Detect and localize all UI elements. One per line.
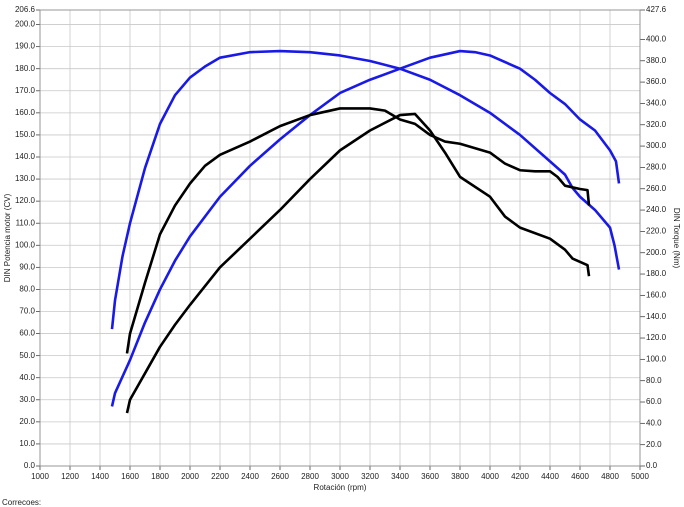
x-tick-label: 4200 [511, 472, 529, 481]
x-tick-label: 4600 [571, 472, 589, 481]
y-tick-label: 206.6 [15, 5, 36, 14]
y-tick-label: 120.0 [15, 196, 36, 205]
series-line [125, 107, 591, 354]
y2-tick-label: 100.0 [646, 354, 667, 363]
y-tick-label: 130.0 [15, 174, 36, 183]
y-tick-label: 10.0 [19, 439, 35, 448]
x-tick-label: 4400 [541, 472, 559, 481]
x-tick-label: 1200 [61, 472, 79, 481]
y2-tick-label: 260.0 [646, 184, 667, 193]
y2-tick-label: 240.0 [646, 205, 667, 214]
y2-tick-label: 60.0 [646, 397, 662, 406]
y2-tick-label: 80.0 [646, 376, 662, 385]
x-tick-label: 1000 [31, 472, 49, 481]
x-tick-label: 1800 [151, 472, 169, 481]
y2-tick-label: 360.0 [646, 77, 667, 86]
y-tick-label: 140.0 [15, 152, 36, 161]
series-line [125, 112, 591, 414]
y-tick-label: 160.0 [15, 108, 36, 117]
y-tick-label: 70.0 [19, 307, 35, 316]
y2-tick-label: 120.0 [646, 333, 667, 342]
series-line [110, 49, 621, 330]
y-tick-label: 190.0 [15, 42, 36, 51]
y2-tick-label: 20.0 [646, 440, 662, 449]
y-tick-label: 110.0 [16, 218, 36, 227]
x-tick-label: 4800 [601, 472, 619, 481]
y2-tick-label: 140.0 [646, 312, 667, 321]
series-line [110, 49, 621, 407]
x-tick-label: 1600 [121, 472, 139, 481]
y2-axis-label: DIN Torque (Nm) [672, 208, 681, 269]
x-tick-label: 3000 [331, 472, 349, 481]
x-tick-label: 3400 [391, 472, 409, 481]
y-tick-label: 80.0 [19, 285, 35, 294]
x-tick-label: 1400 [91, 472, 109, 481]
y2-tick-label: 300.0 [646, 141, 667, 150]
y-tick-label: 0.0 [24, 461, 36, 470]
y2-tick-label: 160.0 [646, 290, 667, 299]
y-tick-label: 200.0 [15, 20, 36, 29]
y-tick-label: 90.0 [19, 262, 35, 271]
y-axis-label: DIN Potencia motor (CV) [3, 193, 12, 282]
y-tick-label: 50.0 [19, 351, 35, 360]
x-tick-label: 2400 [241, 472, 259, 481]
x-tick-label: 3200 [361, 472, 379, 481]
y2-tick-label: 180.0 [646, 269, 667, 278]
y-tick-label: 100.0 [15, 240, 36, 249]
plot-frame [39, 9, 641, 467]
x-axis-label: Rotación (rpm) [314, 483, 367, 492]
x-tick-label: 4000 [481, 472, 499, 481]
y2-tick-label: 380.0 [646, 56, 667, 65]
y-tick-label: 30.0 [19, 395, 35, 404]
y2-tick-label: 200.0 [646, 248, 667, 257]
x-tick-label: 2800 [301, 472, 319, 481]
x-tick-label: 3600 [421, 472, 439, 481]
y-tick-label: 150.0 [15, 130, 36, 139]
y2-tick-label: 220.0 [646, 226, 667, 235]
x-tick-label: 5000 [631, 472, 649, 481]
x-tick-label: 2200 [211, 472, 229, 481]
x-tick-label: 2000 [181, 472, 199, 481]
y-tick-label: 60.0 [19, 329, 35, 338]
footnote: Correcoes: [2, 498, 41, 507]
y2-tick-label: 427.6 [646, 5, 667, 14]
y2-tick-label: 280.0 [646, 163, 667, 172]
y2-tick-label: 400.0 [646, 35, 667, 44]
y2-tick-label: 320.0 [646, 120, 667, 129]
x-tick-label: 2600 [271, 472, 289, 481]
x-tick-label: 3800 [451, 472, 469, 481]
y-tick-label: 170.0 [15, 86, 36, 95]
y2-tick-label: 40.0 [646, 418, 662, 427]
y-tick-label: 180.0 [15, 64, 36, 73]
y-tick-label: 20.0 [19, 417, 35, 426]
y-tick-label: 40.0 [19, 373, 35, 382]
y2-tick-label: 340.0 [646, 99, 667, 108]
y2-tick-label: 0.0 [646, 461, 658, 470]
